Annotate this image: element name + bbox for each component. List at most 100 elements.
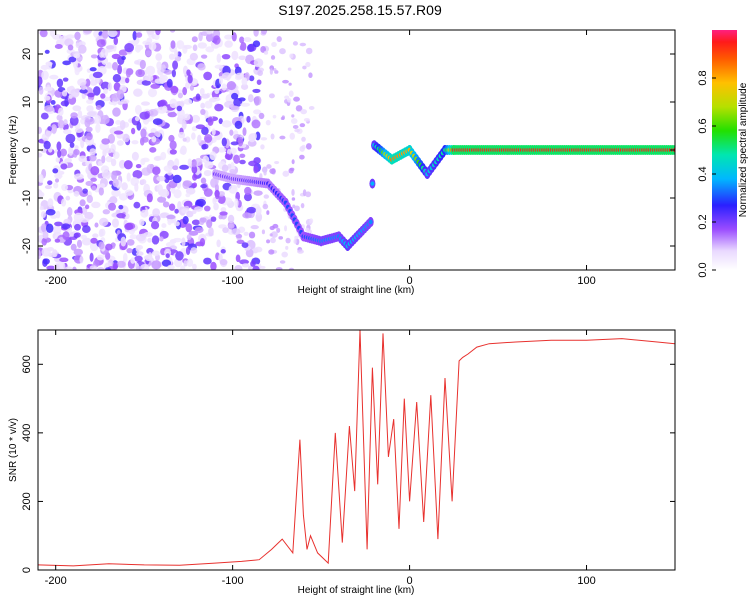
heatmap-noise-cell — [253, 165, 259, 174]
heatmap-noise-cell — [72, 105, 82, 112]
heatmap-noise-cell — [100, 93, 106, 99]
heatmap-noise-cell — [44, 86, 53, 92]
heatmap-noise-cell — [168, 53, 175, 60]
heatmap-noise-cell — [166, 78, 173, 88]
heatmap-noise-cell — [112, 178, 119, 188]
heatmap-noise-cell — [203, 257, 212, 265]
heatmap-noise-cell — [147, 88, 158, 98]
heatmap-signal-cell — [368, 219, 373, 225]
heatmap-noise-cell — [47, 198, 54, 208]
heatmap-noise-cell — [134, 104, 142, 115]
heatmap-noise-cell — [57, 149, 62, 158]
heatmap-noise-cell — [218, 75, 223, 85]
heatmap-noise-cell — [116, 212, 126, 219]
heatmap-noise-cell — [284, 225, 288, 232]
heatmap-noise-cell — [218, 118, 223, 125]
heatmap-noise-cell — [252, 40, 261, 48]
heatmap-noise-cell — [43, 95, 51, 101]
heatmap-noise-cell — [162, 201, 170, 208]
heatmap-noise-cell — [292, 41, 299, 46]
heatmap-noise-cell — [73, 248, 83, 256]
heatmap-noise-cell — [203, 170, 212, 177]
heatmap-noise-cell — [166, 214, 176, 220]
heatmap-noise-cell — [291, 159, 295, 165]
heatmap-noise-cell — [132, 169, 143, 179]
heatmap-noise-cell — [70, 243, 77, 251]
heatmap-noise-cell — [176, 40, 185, 50]
heatmap-noise-cell — [55, 156, 61, 163]
heatmap-noise-cell — [189, 52, 199, 61]
heatmap-noise-cell — [284, 99, 288, 104]
heatmap-noise-cell — [253, 190, 263, 196]
heatmap-noise-cell — [213, 202, 219, 211]
heatmap-noise-cell — [239, 159, 246, 165]
heatmap-noise-cell — [269, 168, 276, 175]
heatmap-noise-cell — [44, 185, 52, 190]
heatmap-noise-cell — [182, 215, 189, 225]
heatmap-noise-cell — [52, 249, 58, 258]
heatmap-noise-cell — [299, 42, 307, 47]
colorbar-gradient — [712, 30, 737, 270]
heatmap-noise-cell — [86, 194, 93, 204]
heatmap-noise-cell — [288, 267, 295, 270]
heatmap-noise-cell — [76, 239, 83, 248]
heatmap-noise-cell — [299, 145, 305, 152]
heatmap-noise-cell — [105, 155, 113, 163]
heatmap-noise-cell — [55, 210, 61, 219]
heatmap-noise-cell — [159, 74, 166, 85]
heatmap-noise-cell — [100, 183, 106, 188]
heatmap-noise-cell — [74, 127, 84, 133]
heatmap-noise-cell — [292, 124, 299, 129]
snr-panel: -200 -100 0 100 0 200 400 600 Height of straig… — [8, 329, 676, 596]
heatmap-noise-cell — [276, 36, 282, 42]
heatmap-noise-cell — [248, 75, 255, 82]
heatmap-noise-cell — [167, 264, 175, 270]
heatmap-noise-cell — [81, 237, 92, 246]
spectrogram-y-tick-label: 0 — [21, 147, 33, 153]
heatmap-noise-cell — [66, 207, 73, 217]
heatmap-noise-cell — [278, 236, 284, 240]
heatmap-noise-cell — [230, 141, 239, 146]
heatmap-noise-cell — [185, 187, 196, 195]
heatmap-noise-cell — [77, 110, 83, 119]
heatmap-noise-cell — [111, 53, 121, 60]
heatmap-noise-cell — [38, 76, 43, 86]
heatmap-noise-cell — [92, 71, 103, 79]
heatmap-noise-cell — [297, 249, 304, 254]
heatmap-noise-cell — [156, 184, 163, 193]
heatmap-noise-cell — [239, 36, 245, 44]
heatmap-noise-cell — [98, 229, 104, 237]
heatmap-noise-cell — [305, 47, 313, 55]
heatmap-noise-cell — [176, 105, 183, 112]
heatmap-noise-cell — [252, 132, 257, 140]
heatmap-noise-cell — [241, 242, 249, 248]
heatmap-noise-cell — [174, 221, 180, 227]
heatmap-noise-cell — [103, 88, 108, 95]
snr-x-label: Height of straight line (km) — [298, 585, 415, 596]
heatmap-noise-cell — [214, 103, 224, 112]
heatmap-noise-cell — [203, 188, 213, 197]
heatmap-noise-cell — [233, 154, 240, 164]
heatmap-noise-cell — [110, 143, 116, 153]
spectrogram-x-tick-label: 0 — [407, 275, 413, 287]
heatmap-noise-cell — [279, 135, 286, 140]
heatmap-noise-cell — [300, 202, 305, 209]
heatmap-noise-cell — [181, 237, 186, 247]
heatmap-noise-cell — [74, 232, 81, 238]
heatmap-noise-cell — [153, 156, 162, 161]
heatmap-noise-cell — [287, 98, 292, 103]
heatmap-noise-cell — [161, 64, 166, 72]
heatmap-noise-cell — [191, 159, 197, 168]
heatmap-noise-cell — [200, 102, 206, 109]
heatmap-noise-cell — [38, 249, 41, 260]
heatmap-noise-cell — [59, 257, 69, 263]
heatmap-noise-cell — [305, 191, 312, 198]
heatmap-noise-cell — [165, 253, 170, 259]
heatmap-noise-cell — [287, 67, 292, 71]
heatmap-noise-cell — [56, 114, 63, 121]
heatmap-noise-cell — [81, 207, 88, 215]
spectrogram-x-tick-label: -100 — [222, 275, 244, 287]
heatmap-noise-cell — [84, 211, 94, 220]
heatmap-noise-cell — [104, 64, 115, 69]
heatmap-noise-cell — [135, 164, 142, 169]
